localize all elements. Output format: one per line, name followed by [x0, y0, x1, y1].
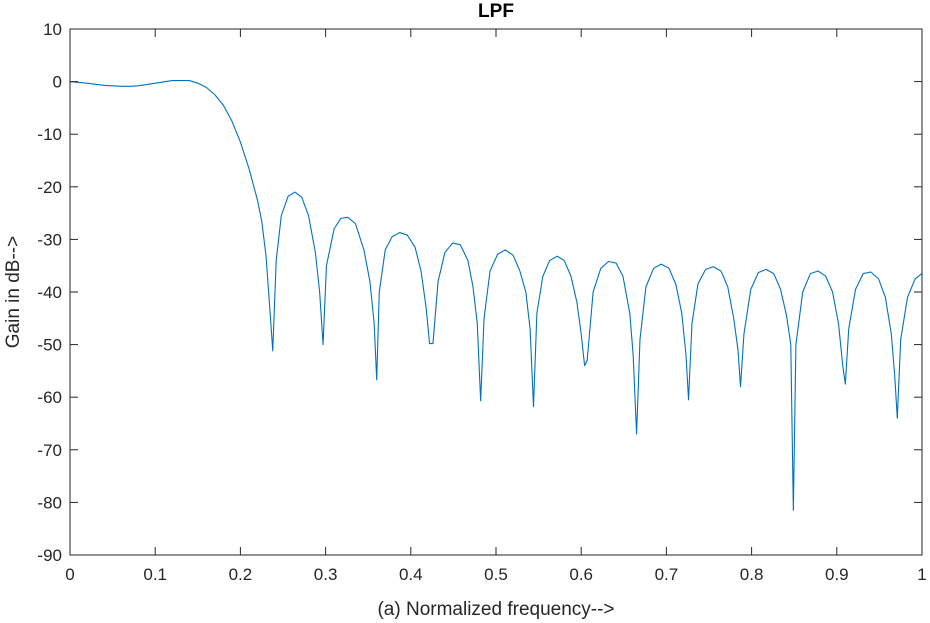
chart-title: LPF	[478, 1, 514, 22]
x-tick-label: 0.7	[655, 565, 679, 584]
y-tick-label: -30	[37, 230, 62, 249]
y-tick-labels: 10 0 -10 -20 -30 -40 -50 -60 -70 -80 -90	[37, 20, 62, 565]
y-tick-label: -80	[37, 493, 62, 512]
x-tick-label: 0.3	[314, 565, 338, 584]
x-tick-label: 0.6	[569, 565, 593, 584]
series-layer	[69, 80, 923, 511]
y-tick-label: 0	[53, 73, 62, 92]
y-tick-label: -50	[37, 336, 62, 355]
x-tick-label: 0.8	[740, 565, 764, 584]
x-tick-label: 0.1	[143, 565, 167, 584]
y-tick-label: -20	[37, 178, 62, 197]
y-tick-label: -60	[37, 388, 62, 407]
x-tick-label: 0.2	[229, 565, 253, 584]
x-tick-label: 0.4	[399, 565, 423, 584]
y-tick-label: -90	[37, 546, 62, 565]
plot-frame	[69, 28, 923, 556]
x-axis-label: (a) Normalized frequency-->	[377, 599, 614, 620]
y-tick-label: -70	[37, 441, 62, 460]
y-tick-label: -40	[37, 283, 62, 302]
x-tick-labels: 0 0.1 0.2 0.3 0.4 0.5 0.6 0.7 0.8 0.9 1	[65, 565, 926, 584]
x-tick-label: 0	[65, 565, 74, 584]
series-line-0	[69, 80, 923, 511]
x-tick-label: 0.5	[484, 565, 508, 584]
y-axis-label: Gain in dB-->	[3, 236, 24, 348]
plot-background	[70, 29, 922, 555]
x-tick-label: 1	[917, 565, 926, 584]
y-tick-label: -10	[37, 125, 62, 144]
y-tick-label: 10	[43, 20, 62, 39]
x-tick-label: 0.9	[825, 565, 849, 584]
